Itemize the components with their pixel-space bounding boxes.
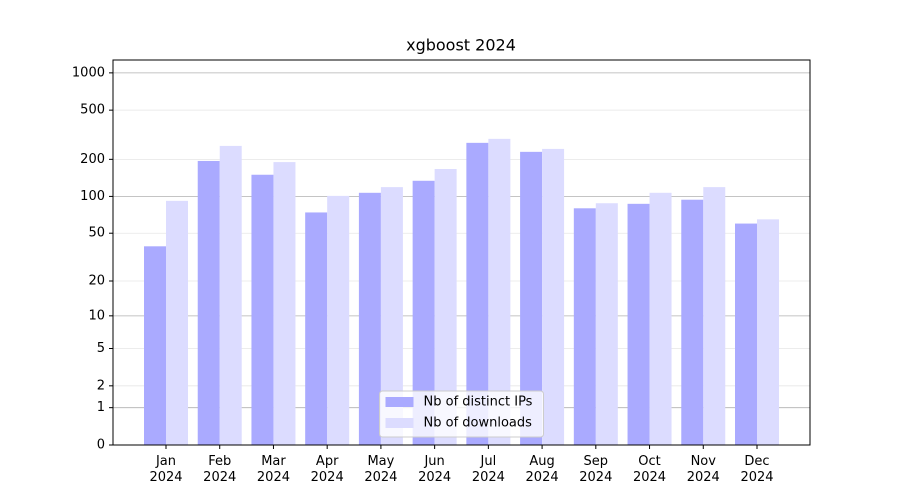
y-tick-label: 100: [80, 189, 105, 204]
y-tick-label: 2: [97, 378, 105, 393]
bar: [681, 199, 704, 445]
y-tick-label: 500: [80, 103, 105, 118]
y-tick-label: 20: [88, 274, 105, 289]
bar: [144, 246, 166, 445]
x-tick-label: Feb 2024: [203, 454, 236, 485]
bar: [757, 219, 779, 445]
x-tick-label: Dec 2024: [740, 454, 773, 485]
bar: [595, 203, 618, 445]
y-tick-label: 50: [88, 226, 105, 241]
y-tick-label: 0: [97, 438, 105, 453]
x-tick-label: Mar 2024: [257, 454, 290, 485]
bar: [327, 195, 350, 445]
y-tick-label: 1000: [72, 65, 105, 80]
bar: [219, 145, 242, 445]
legend-swatch: [385, 397, 414, 407]
bar: [197, 160, 220, 446]
legend-box: [379, 390, 544, 438]
legend: Nb of distinct IPs Nb of downloads: [379, 390, 544, 438]
bar: [542, 148, 565, 445]
x-tick-label: Jan 2024: [149, 454, 182, 485]
plot-frame: [112, 59, 811, 446]
bar: [273, 162, 296, 446]
x-tick-label: Aug 2024: [526, 454, 559, 485]
x-tick-label: Nov 2024: [687, 454, 720, 485]
bar: [166, 200, 188, 445]
x-tick-label: Sep 2024: [579, 454, 612, 485]
x-tick-label: Apr 2024: [311, 454, 344, 485]
bar: [649, 192, 672, 445]
bar: [627, 203, 650, 445]
legend-label: Nb of distinct IPs: [424, 395, 533, 410]
y-tick-label: 200: [80, 152, 105, 167]
x-tick-label: Jul 2024: [472, 454, 505, 485]
bar: [358, 192, 381, 445]
y-tick-label: 10: [88, 308, 105, 323]
y-tick-label: 1: [97, 400, 105, 415]
bar: [703, 187, 726, 445]
bar: [251, 174, 274, 445]
bar: [305, 212, 328, 445]
chart-title: xgboost 2024: [406, 36, 516, 55]
x-tick-label: May 2024: [364, 454, 397, 485]
bar: [412, 180, 435, 445]
legend-label: Nb of downloads: [424, 416, 533, 431]
x-tick-label: Jun 2024: [418, 454, 451, 485]
bar: [735, 223, 757, 445]
x-tick-label: Oct 2024: [633, 454, 666, 485]
bar: [466, 142, 489, 445]
legend-swatch: [385, 418, 414, 428]
bar: [380, 187, 403, 445]
y-tick-label: 5: [97, 341, 105, 356]
bar: [573, 208, 596, 445]
bar: [434, 169, 457, 445]
bar: [520, 151, 543, 445]
bar: [488, 138, 511, 446]
